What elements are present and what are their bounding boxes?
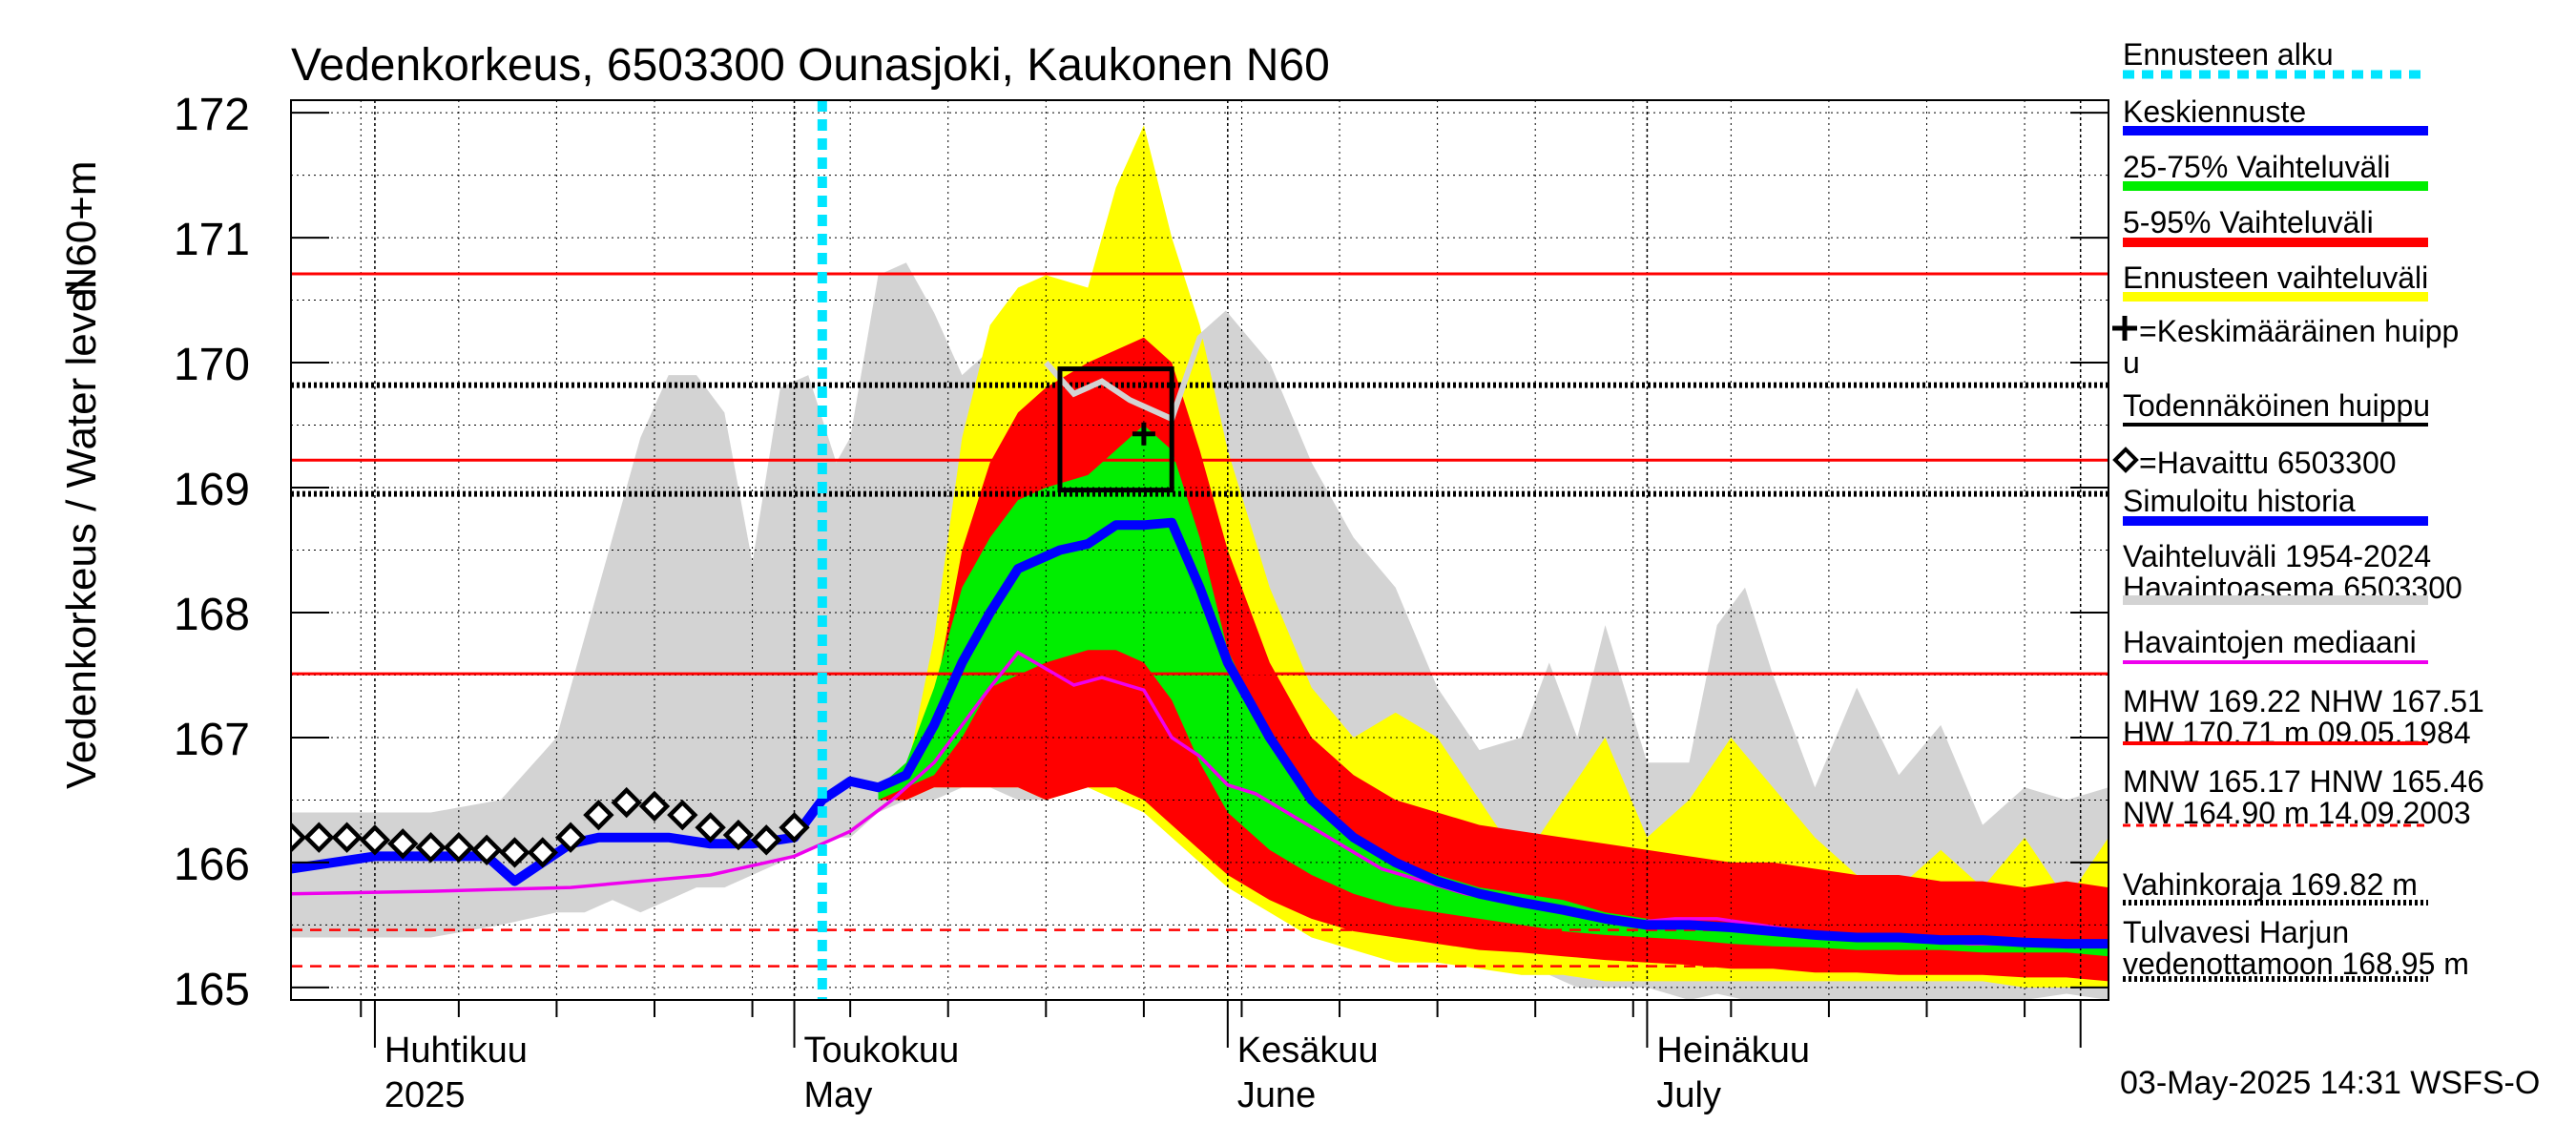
observed-marker	[415, 832, 447, 864]
legend-label: 25-75% Vaihteluväli	[2123, 150, 2390, 184]
y-tick-label: 169	[174, 465, 250, 515]
y-tick-label: 171	[174, 215, 250, 265]
legend-label: Simuloitu historia	[2123, 484, 2356, 518]
observed-marker	[751, 824, 782, 856]
y-tick-label: 168	[174, 590, 250, 640]
legend-label: =Keskimääräinen huipp	[2139, 314, 2459, 348]
legend-label: Ennusteen alku	[2123, 37, 2334, 72]
observed-marker	[583, 799, 614, 831]
legend-label-secondary: vedenottamoon 168.95 m	[2123, 947, 2469, 981]
legend-label: 5-95% Vaihteluväli	[2123, 205, 2374, 239]
x-month-label: Toukokuu	[804, 1030, 960, 1071]
chart-title: Vedenkorkeus, 6503300 Ounasjoki, Kaukone…	[291, 40, 1330, 91]
observed-marker	[443, 832, 475, 864]
legend-plus-symbol	[2112, 316, 2137, 341]
plot-area	[291, 100, 2109, 1000]
x-month-label: Heinäkuu	[1656, 1030, 1810, 1071]
x-month-label: Kesäkuu	[1237, 1030, 1379, 1071]
legend-label: Havaintojen mediaani	[2123, 625, 2417, 659]
x-month-label-secondary: 2025	[384, 1075, 466, 1115]
observed-marker	[667, 799, 698, 831]
legend-label: Vahinkoraja 169.82 m	[2123, 867, 2418, 902]
plot-frame	[290, 99, 2109, 1001]
probable-peak-box	[1057, 366, 1174, 493]
x-month-label-secondary: June	[1237, 1075, 1316, 1115]
legend-label: Todennäköinen huippu	[2123, 388, 2430, 423]
legend-diamond-symbol	[2112, 447, 2139, 473]
observed-marker	[499, 837, 530, 868]
legend-label: Vaihteluväli 1954-2024	[2123, 539, 2431, 573]
x-month-label: Huhtikuu	[384, 1030, 528, 1071]
legend-label-secondary: u	[2123, 345, 2140, 380]
observed-marker	[303, 822, 335, 853]
observed-marker	[331, 822, 363, 853]
footer-timestamp: 03-May-2025 14:31 WSFS-O	[2120, 1065, 2540, 1101]
observed-marker	[779, 812, 810, 843]
mean-peak-marker	[1132, 422, 1155, 446]
legend-label: Keskiennuste	[2123, 94, 2306, 129]
y-tick-label: 172	[174, 90, 250, 140]
legend-label: MHW 169.22 NHW 167.51	[2123, 684, 2484, 718]
mean-forecast-line	[291, 517, 2109, 949]
y-tick-label: 167	[174, 715, 250, 765]
legend-label: =Havaittu 6503300	[2139, 446, 2397, 480]
x-month-label-secondary: July	[1656, 1075, 1721, 1115]
max-history-line	[1044, 310, 1230, 424]
observed-marker	[359, 824, 391, 856]
y-axis-unit: N60+m	[58, 160, 105, 297]
observed-marker	[722, 819, 755, 851]
observed-marker	[611, 786, 642, 819]
y-tick-label: 165	[174, 965, 250, 1015]
y-tick-label: 166	[174, 840, 250, 890]
x-month-label-secondary: May	[804, 1075, 873, 1115]
legend-label: Tulvavesi Harjun	[2123, 915, 2349, 949]
observed-marker	[470, 834, 503, 866]
observed-marker	[527, 837, 558, 868]
observed-marker	[638, 790, 671, 822]
legend-label: Ennusteen vaihteluväli	[2123, 260, 2428, 295]
observed-marker	[387, 828, 419, 860]
y-axis-label: Vedenkorkeus / Water level	[58, 280, 105, 789]
observed-marker	[291, 822, 307, 853]
legend-label: MNW 165.17 HNW 165.46	[2123, 764, 2484, 799]
observed-marker	[695, 812, 726, 843]
legend: Ennusteen alku Keskiennuste 25-75% Vaihtel…	[2112, 37, 2484, 982]
y-tick-label: 170	[174, 340, 250, 390]
observed-marker	[554, 822, 587, 853]
